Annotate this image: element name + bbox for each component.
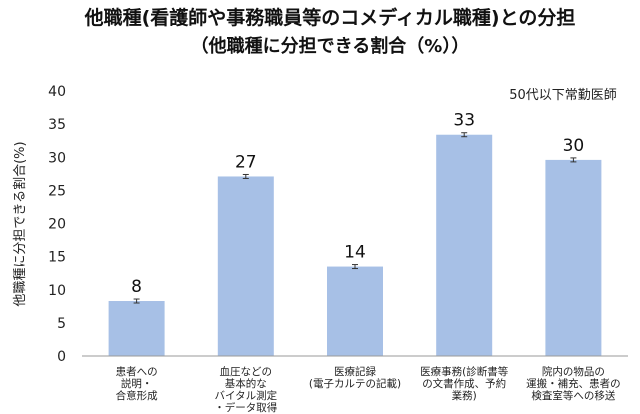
category-label: 院内の物品の [542, 365, 605, 378]
bar [545, 159, 602, 356]
category-label: 業務) [452, 389, 477, 402]
y-axis-label: 他職種に分担できる割合(%) [12, 141, 28, 306]
y-tick-label: 5 [57, 316, 66, 332]
y-tick-label: 30 [48, 150, 66, 166]
y-tick-label: 10 [48, 283, 66, 299]
y-tick-label: 25 [48, 183, 66, 199]
chart-title-line-1: 他職種(看護師や事務職員等のコメディカル職種)との分担 [84, 6, 576, 29]
category-label: ・データ取得 [214, 401, 277, 414]
category-label: 基本的な [225, 377, 267, 390]
category-label: 血圧などの [220, 365, 273, 378]
category-label: 検査室等への移送 [531, 389, 615, 402]
value-label: 30 [563, 136, 585, 156]
y-tick-label: 15 [48, 250, 66, 266]
value-label: 14 [344, 243, 366, 263]
value-label: 33 [453, 111, 475, 131]
y-tick-label: 20 [48, 217, 66, 233]
y-tick-label: 40 [48, 84, 66, 100]
value-label: 8 [131, 277, 142, 297]
y-axis-ticks: 0 5 10 15 20 25 30 35 40 [48, 84, 66, 365]
category-label: 医療記録 [334, 365, 376, 378]
category-label: (電子カルテの記載) [309, 377, 401, 390]
bar [436, 134, 493, 356]
value-labels: 8 27 14 33 30 [131, 111, 584, 297]
bars [108, 134, 602, 356]
y-tick-label: 0 [57, 349, 66, 365]
bar [327, 266, 383, 356]
value-label: 27 [235, 152, 257, 172]
category-label: 合意形成 [116, 389, 158, 402]
bar [108, 301, 165, 356]
error-bars [133, 132, 577, 304]
category-label: バイタル測定 [215, 389, 278, 402]
chart-title-line-2: （他職種に分担できる割合（%）） [191, 35, 470, 57]
y-tick-label: 35 [48, 117, 66, 133]
category-label: 説明・ [121, 377, 153, 390]
chart-annotation: 50代以下常勤医師 [509, 88, 617, 103]
category-label: 運搬・補充、患者の [526, 377, 621, 390]
bar [217, 176, 274, 356]
category-label: の文書作成、予約 [422, 377, 506, 390]
category-label: 医療事務(診断書等 [420, 365, 509, 378]
chart-title: 他職種(看護師や事務職員等のコメディカル職種)との分担 （他職種に分担できる割合（… [84, 6, 576, 57]
category-label: 患者への [116, 366, 158, 378]
